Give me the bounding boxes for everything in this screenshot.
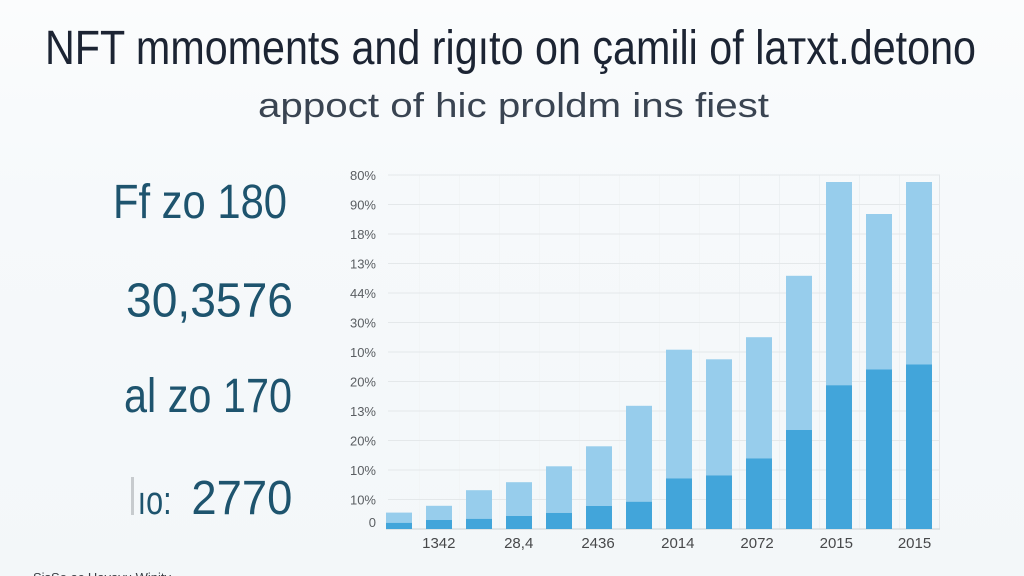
svg-text:al zo 170: al zo 170 <box>124 370 292 423</box>
svg-text:2014: 2014 <box>661 535 694 552</box>
svg-text:2015: 2015 <box>898 535 931 552</box>
svg-text:28,4: 28,4 <box>504 535 533 552</box>
svg-text:Ff zo 180: Ff zo 180 <box>113 176 287 229</box>
svg-text:0: 0 <box>369 515 376 530</box>
svg-text:18%: 18% <box>350 227 376 242</box>
svg-text:13%: 13% <box>350 257 376 272</box>
svg-text:SisSo ac Havavu Winity: SisSo ac Havavu Winity <box>33 570 171 576</box>
svg-text:44%: 44% <box>350 286 376 301</box>
svg-text:2072: 2072 <box>740 535 773 552</box>
svg-text:80%: 80% <box>350 168 376 183</box>
svg-text:2436: 2436 <box>581 535 614 552</box>
svg-text:30,3576: 30,3576 <box>126 275 293 328</box>
svg-text:13%: 13% <box>350 404 376 419</box>
svg-text:ıo:: ıo: <box>138 479 172 523</box>
svg-text:2770: 2770 <box>191 472 292 525</box>
svg-text:NFT mmoments and rigıto on çam: NFT mmoments and rigıto on çamili of laт… <box>45 22 976 75</box>
svg-text:90%: 90% <box>350 198 376 213</box>
svg-text:10%: 10% <box>350 463 376 478</box>
svg-text:20%: 20% <box>350 434 376 449</box>
svg-text:10%: 10% <box>350 493 376 508</box>
svg-text:appoct of hic proldm ins fiest: appoct of hic proldm ins fiest <box>258 87 770 125</box>
svg-text:10%: 10% <box>350 345 376 360</box>
svg-text:2015: 2015 <box>820 535 853 552</box>
svg-text:1342: 1342 <box>422 535 455 552</box>
svg-text:20%: 20% <box>350 375 376 390</box>
svg-text:30%: 30% <box>350 316 376 331</box>
